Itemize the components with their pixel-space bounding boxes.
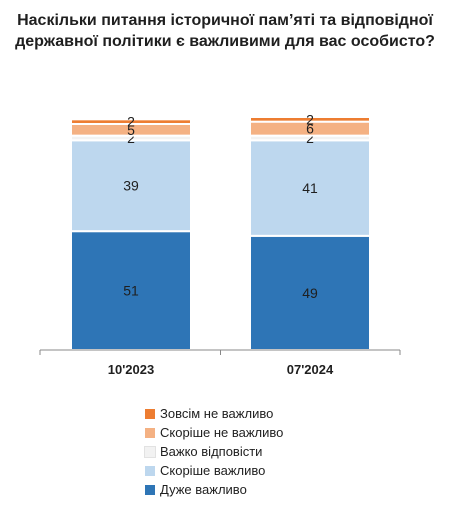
data-label: 39: [123, 178, 139, 194]
legend-item: Дуже важливо: [145, 480, 283, 499]
data-label: 2: [127, 114, 135, 130]
legend-swatch: [145, 427, 155, 438]
data-label: 5: [127, 122, 135, 138]
data-label: 2: [306, 130, 314, 146]
legend-swatch: [145, 484, 155, 495]
legend-swatch: [145, 408, 155, 419]
legend-label: Зовсім не важливо: [160, 406, 274, 421]
data-label: 41: [302, 180, 318, 196]
legend-label: Дуже важливо: [160, 482, 247, 497]
bar-segment: [70, 118, 192, 125]
legend-item: Важко відповісти: [144, 442, 283, 461]
data-label: 2: [306, 111, 314, 127]
legend-swatch: [145, 465, 155, 476]
chart-title-line-2: державної політики є важливими для вас о…: [15, 33, 435, 50]
data-label: 51: [123, 283, 139, 299]
legend-label: Важко відповісти: [160, 444, 263, 459]
bar-segment: [249, 116, 371, 123]
data-label: 6: [306, 121, 314, 137]
chart-title: Наскільки питання історичної пам’яті та …: [0, 10, 450, 52]
category-label: 10'2023: [108, 362, 154, 377]
chart-legend: Зовсім не важливо Скоріше не важливо Важко…: [144, 404, 283, 499]
data-label: 49: [302, 285, 318, 301]
legend-item: Скоріше важливо: [145, 461, 283, 480]
legend-item: Зовсім не важливо: [145, 404, 283, 423]
bar-segment: [70, 139, 192, 233]
legend-label: Скоріше не важливо: [160, 425, 284, 440]
bar-segment: [249, 139, 371, 237]
legend-swatch: [144, 445, 156, 458]
legend-label: Скоріше важливо: [160, 463, 266, 478]
legend-item: Скоріше не важливо: [145, 423, 283, 442]
chart-title-line-1: Наскільки питання історичної пам’яті та …: [17, 12, 433, 29]
bar-segment: [70, 230, 192, 351]
category-label: 07'2024: [287, 362, 334, 377]
data-label: 2: [127, 130, 135, 146]
